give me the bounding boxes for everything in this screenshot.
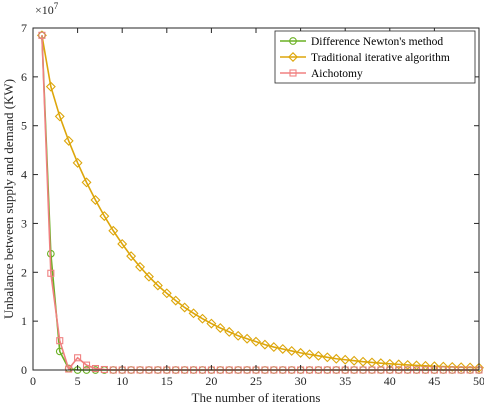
- data-point: [358, 356, 369, 367]
- legend-box: [274, 30, 476, 84]
- data-point: [206, 318, 217, 329]
- y-tick-label: 3: [21, 216, 27, 230]
- data-point: [152, 280, 163, 291]
- data-point: [188, 308, 199, 319]
- data-point: [126, 251, 137, 262]
- data-point: [117, 238, 128, 249]
- x-tick-label: 45: [428, 374, 440, 388]
- x-axis-label: The number of iterations: [192, 390, 321, 405]
- series-line: [41, 35, 479, 371]
- series-line: [41, 35, 479, 371]
- x-tick-label: 10: [116, 374, 128, 388]
- data-point: [63, 135, 74, 146]
- y-exponent-power: 7: [54, 1, 59, 11]
- data-point: [72, 157, 83, 168]
- data-point: [99, 211, 110, 222]
- data-point: [82, 361, 91, 369]
- data-point: [233, 330, 244, 341]
- data-point: [286, 345, 297, 356]
- data-point: [65, 365, 73, 373]
- legend-marker: [289, 37, 297, 45]
- data-point: [161, 288, 172, 299]
- y-tick-label: 2: [21, 265, 27, 279]
- x-tick-label: 35: [339, 374, 351, 388]
- legend-label: Traditional iterative algorithm: [311, 52, 450, 64]
- data-point: [242, 333, 253, 344]
- x-tick-label: 0: [30, 374, 36, 388]
- series-traditional-iterative-algorithm: [36, 30, 484, 373]
- legend-item: Traditional iterative algorithm: [280, 52, 450, 64]
- legend-label: Difference Newton's method: [311, 36, 443, 48]
- y-tick-label: 1: [21, 314, 27, 328]
- x-tick-label: 15: [161, 374, 173, 388]
- data-point: [393, 359, 404, 370]
- data-point: [215, 323, 226, 333]
- legend-label: Aichotomy: [311, 68, 363, 80]
- x-tick-label: 50: [473, 374, 484, 388]
- legend-item: Difference Newton's method: [280, 36, 443, 48]
- data-point: [74, 354, 82, 362]
- data-point: [197, 313, 208, 324]
- data-point: [268, 342, 279, 353]
- data-point: [143, 271, 154, 282]
- data-point: [447, 361, 458, 372]
- data-point: [108, 225, 119, 236]
- y-exponent-label: ×107: [35, 1, 59, 17]
- y-axis-label: Unbalance between supply and demand (KW): [1, 79, 16, 319]
- data-point: [295, 347, 306, 358]
- y-tick-label: 7: [21, 21, 27, 35]
- data-point: [402, 359, 413, 370]
- data-point: [38, 31, 46, 39]
- data-point: [170, 295, 181, 306]
- data-point: [456, 362, 467, 373]
- data-point: [91, 364, 99, 373]
- data-point: [135, 261, 146, 272]
- series-line: [41, 35, 480, 369]
- data-point: [304, 349, 315, 360]
- legend-marker: [288, 52, 298, 62]
- legend-marker: [289, 69, 297, 77]
- legend-item: Aichotomy: [280, 68, 363, 80]
- data-point: [331, 353, 342, 364]
- data-point: [56, 337, 64, 345]
- data-point: [349, 355, 360, 366]
- x-tick-label: 25: [250, 374, 262, 388]
- series-aichotomy: [38, 31, 483, 374]
- x-tick-label: 5: [75, 374, 81, 388]
- y-tick-label: 0: [21, 363, 27, 377]
- data-point: [45, 81, 56, 92]
- data-point: [340, 354, 351, 365]
- x-tick-label: 40: [384, 374, 396, 388]
- data-point: [465, 362, 476, 373]
- y-tick-label: 5: [21, 119, 27, 133]
- y-tick-label: 4: [21, 168, 27, 182]
- data-point: [474, 362, 484, 373]
- data-point: [90, 194, 101, 205]
- data-point: [179, 302, 190, 313]
- x-tick-label: 20: [205, 374, 217, 388]
- data-point: [251, 336, 261, 347]
- data-point: [259, 339, 270, 350]
- data-point: [54, 111, 65, 122]
- data-point: [277, 344, 288, 354]
- data-point: [313, 350, 324, 361]
- data-point: [322, 352, 333, 363]
- x-tick-label: 30: [295, 374, 307, 388]
- legend: Difference Newton's method Traditional it…: [274, 30, 476, 84]
- data-point: [81, 177, 92, 188]
- y-tick-label: 6: [21, 70, 27, 84]
- y-exponent-base: ×10: [35, 3, 54, 17]
- data-point: [224, 326, 235, 337]
- data-point: [47, 269, 55, 277]
